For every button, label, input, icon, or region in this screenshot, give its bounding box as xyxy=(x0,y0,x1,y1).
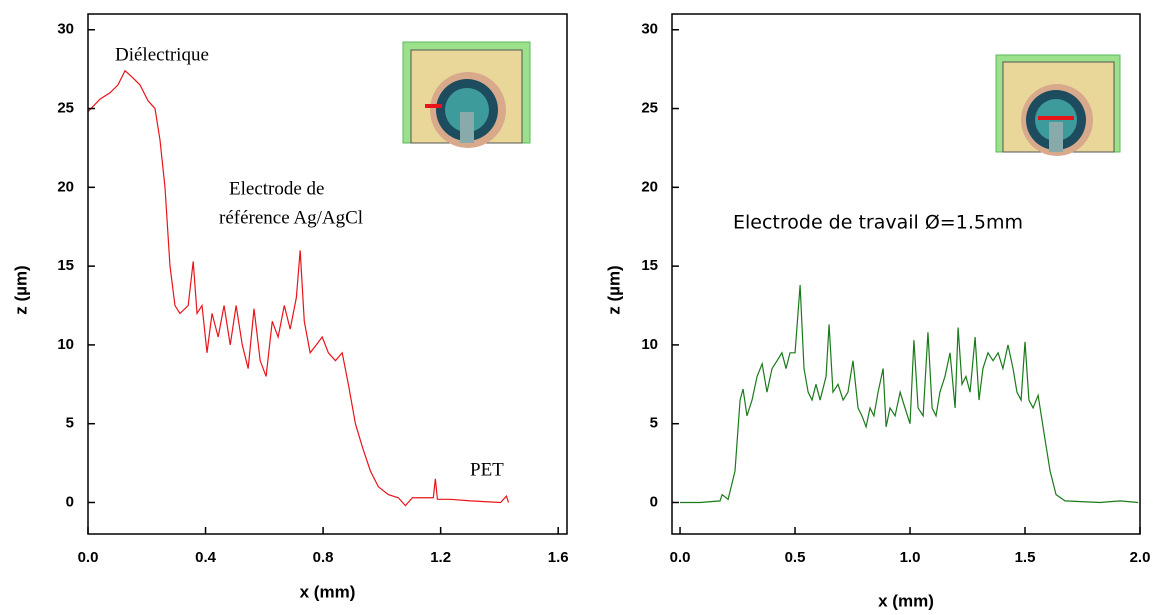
x-tick-label: 0.0 xyxy=(670,549,691,566)
plot-frame xyxy=(671,13,1141,535)
x-tick-label: 2.0 xyxy=(1130,549,1151,566)
data-line xyxy=(680,284,1138,504)
annotation: Electrode de xyxy=(229,178,324,199)
y-tick-label: 0 xyxy=(650,493,658,510)
x-tick-label: 0.0 xyxy=(78,549,99,566)
annotation: référence Ag/AgCl xyxy=(219,207,363,228)
y-tick-label: 25 xyxy=(57,100,74,117)
y-tick-label: 0 xyxy=(66,493,74,510)
y-tick-label: 20 xyxy=(641,178,658,195)
inset-center xyxy=(445,88,489,132)
annotation: Electrode de travail Ø=1.5mm xyxy=(733,212,1023,234)
inset-track xyxy=(1049,122,1063,152)
x-tick-label: 1.5 xyxy=(1015,549,1036,566)
inset-left xyxy=(402,41,531,148)
y-tick-label: 20 xyxy=(57,178,74,195)
y-tick-label: 10 xyxy=(57,336,74,353)
y-tick-label: 5 xyxy=(650,415,658,432)
x-tick-label: 0.5 xyxy=(785,549,806,566)
y-axis-title: z (µm) xyxy=(604,265,623,314)
data-line xyxy=(87,69,510,507)
annotation: Diélectrique xyxy=(115,44,209,65)
x-tick-label: 1.2 xyxy=(430,549,451,566)
annotation: PET xyxy=(470,459,504,480)
inset-track xyxy=(460,112,474,143)
y-tick-label: 25 xyxy=(641,100,658,117)
plot-frame xyxy=(87,13,568,535)
x-tick-label: 1.6 xyxy=(548,549,569,566)
y-tick-label: 30 xyxy=(57,21,74,38)
y-axis-title: z (µm) xyxy=(11,265,30,314)
y-tick-label: 15 xyxy=(57,257,74,274)
x-axis-title: x (mm) xyxy=(878,591,934,610)
inset-right xyxy=(995,54,1121,156)
x-tick-label: 0.4 xyxy=(195,549,217,566)
y-tick-label: 5 xyxy=(66,415,74,432)
y-tick-label: 10 xyxy=(641,336,658,353)
y-tick-label: 30 xyxy=(641,21,658,38)
x-tick-label: 1.0 xyxy=(900,549,921,566)
x-tick-label: 0.8 xyxy=(313,549,334,566)
y-tick-label: 15 xyxy=(641,257,658,274)
x-axis-title: x (mm) xyxy=(300,582,356,601)
